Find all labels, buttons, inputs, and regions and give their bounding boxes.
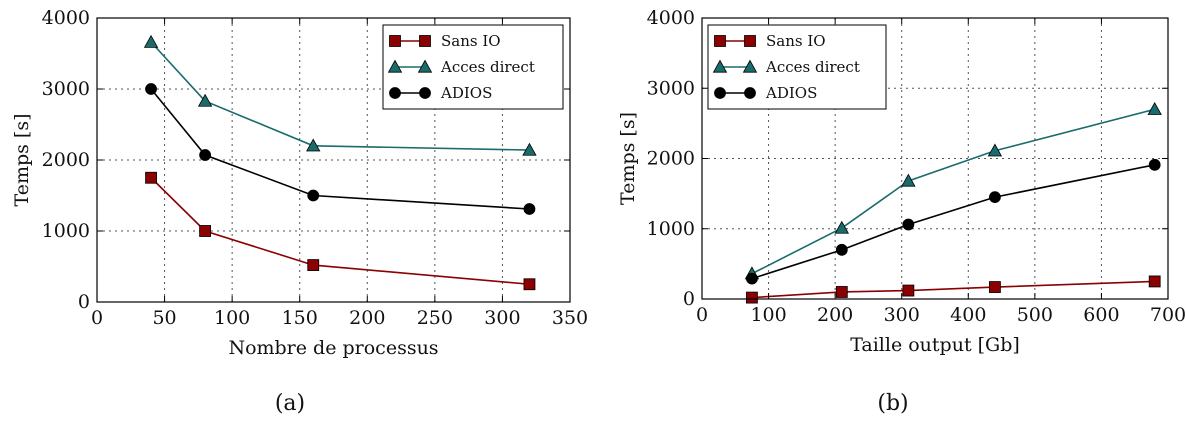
x-tick-label: 700 xyxy=(1150,304,1186,326)
legend-marker xyxy=(419,35,431,47)
legend-label: Acces direct xyxy=(765,58,860,76)
y-tick-label: 2000 xyxy=(647,148,695,170)
legend-marker xyxy=(389,35,401,47)
y-tick-label: 0 xyxy=(78,291,90,313)
legend-label: ADIOS xyxy=(765,84,817,102)
legend-marker xyxy=(389,87,401,99)
legend-marker xyxy=(712,59,728,73)
x-tick-label: 50 xyxy=(152,307,176,329)
data-point xyxy=(199,149,212,161)
legend-label: Sans IO xyxy=(441,32,501,50)
x-tick-label: 200 xyxy=(817,304,853,326)
data-point xyxy=(1148,275,1161,288)
x-tick-label: 300 xyxy=(484,307,520,329)
data-point xyxy=(306,138,321,152)
data-point xyxy=(835,243,848,256)
data-point xyxy=(523,203,536,215)
x-tick-label: 100 xyxy=(750,304,786,326)
legend-label: Sans IO xyxy=(766,32,826,50)
data-point xyxy=(902,284,915,297)
legend-label: ADIOS xyxy=(440,84,492,102)
chart-b: 0 100 200 300 400 500 600 700 0 1000 2000 3000 4000 T… xyxy=(617,7,1186,416)
y-tick-label: 4000 xyxy=(647,7,695,29)
data-point xyxy=(987,143,1003,157)
x-tick-label: 600 xyxy=(1083,304,1119,326)
data-point xyxy=(197,93,213,107)
y-tick-label: 2000 xyxy=(42,149,90,171)
x-tick-label: 200 xyxy=(349,307,385,329)
series-line-1 xyxy=(150,41,530,151)
legend-label: Acces direct xyxy=(440,58,535,76)
data-point xyxy=(199,225,212,237)
data-point xyxy=(834,220,849,234)
series-line-2 xyxy=(751,164,1155,280)
y-axis-label: Temps [s] xyxy=(617,112,639,205)
chart-a: 0 50 100 150 200 250 300 350 0 1000 2000 3000 4000 No… xyxy=(11,7,588,416)
y-tick-label: 4000 xyxy=(42,7,90,29)
legend-marker xyxy=(742,59,758,73)
legend-marker xyxy=(419,87,431,99)
data-point xyxy=(523,278,536,291)
legend-marker xyxy=(417,59,433,73)
data-point xyxy=(522,142,537,156)
data-point xyxy=(835,286,848,298)
data-point xyxy=(746,272,758,285)
y-tick-label: 0 xyxy=(683,288,695,310)
data-point xyxy=(1147,102,1162,115)
series-line-1 xyxy=(751,108,1155,275)
legend-marker xyxy=(744,87,756,99)
chart-caption: (a) xyxy=(275,391,305,416)
x-tick-label: 0 xyxy=(91,307,103,329)
legend-marker xyxy=(714,87,726,99)
chart-caption: (b) xyxy=(877,391,908,416)
x-tick-label: 400 xyxy=(950,304,986,326)
data-point xyxy=(746,291,758,304)
y-tick-label: 3000 xyxy=(42,78,90,100)
series-line-0 xyxy=(150,177,530,286)
data-point xyxy=(145,83,157,95)
x-axis-label: Taille output [Gb] xyxy=(850,334,1020,356)
x-tick-label: 300 xyxy=(884,304,920,326)
x-tick-label: 250 xyxy=(417,307,453,329)
x-axis-label: Nombre de processus xyxy=(228,337,438,359)
x-tick-label: 0 xyxy=(696,304,708,326)
x-tick-label: 100 xyxy=(214,307,250,329)
data-point xyxy=(989,191,1001,204)
y-tick-label: 1000 xyxy=(647,218,695,240)
y-axis-label: Temps [s] xyxy=(11,114,33,207)
data-point xyxy=(307,189,320,202)
data-point xyxy=(902,218,915,231)
data-point xyxy=(307,259,320,271)
data-point xyxy=(143,34,159,48)
x-tick-label: 500 xyxy=(1017,304,1053,326)
y-tick-label: 1000 xyxy=(42,220,90,242)
y-tick-label: 3000 xyxy=(647,77,695,99)
data-point xyxy=(1148,158,1161,171)
legend-marker xyxy=(387,59,403,73)
data-point xyxy=(145,171,157,184)
data-point xyxy=(989,281,1001,293)
series-line-2 xyxy=(150,88,530,210)
data-point xyxy=(901,173,916,187)
series-line-0 xyxy=(751,280,1155,299)
legend-marker xyxy=(744,35,756,47)
x-tick-label: 150 xyxy=(282,307,318,329)
legend-marker xyxy=(714,35,726,47)
x-tick-label: 350 xyxy=(552,307,588,329)
